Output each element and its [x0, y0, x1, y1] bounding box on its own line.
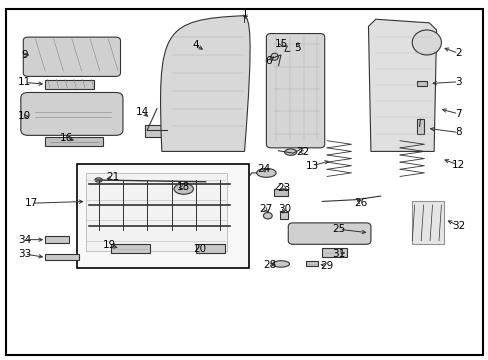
Text: 14: 14 [136, 107, 149, 117]
FancyBboxPatch shape [21, 93, 122, 135]
Text: 30: 30 [277, 204, 290, 214]
Text: 32: 32 [451, 221, 464, 231]
FancyBboxPatch shape [287, 223, 370, 244]
Ellipse shape [174, 184, 193, 194]
Ellipse shape [256, 168, 276, 177]
Text: 16: 16 [60, 133, 73, 143]
Text: 31: 31 [331, 249, 344, 259]
Bar [322, 248, 346, 257]
Text: 19: 19 [102, 240, 116, 250]
Text: 23: 23 [277, 183, 290, 193]
Bar [196, 244, 224, 253]
Ellipse shape [284, 149, 296, 156]
Text: 1: 1 [242, 9, 248, 19]
Text: 9: 9 [21, 50, 28, 60]
Text: 33: 33 [18, 249, 31, 259]
Ellipse shape [411, 30, 441, 55]
Ellipse shape [95, 178, 102, 182]
Text: 17: 17 [25, 198, 38, 208]
Text: 21: 21 [106, 172, 120, 183]
Text: 25: 25 [332, 224, 345, 234]
Bar [279, 212, 287, 219]
Bar [411, 202, 443, 244]
Bar [45, 254, 79, 260]
Ellipse shape [270, 53, 278, 60]
Text: 2: 2 [454, 48, 461, 58]
Text: 10: 10 [18, 111, 31, 121]
PathPatch shape [160, 16, 249, 152]
FancyBboxPatch shape [266, 33, 324, 148]
Text: 24: 24 [257, 163, 270, 174]
Text: 20: 20 [193, 244, 206, 254]
Bar [45, 137, 103, 146]
Text: 15: 15 [274, 39, 287, 49]
Bar [305, 261, 318, 266]
Bar [416, 119, 424, 134]
Text: 12: 12 [451, 160, 464, 170]
Bar [86, 173, 227, 251]
Text: 7: 7 [454, 109, 461, 119]
Text: 13: 13 [305, 161, 319, 171]
Text: 11: 11 [18, 77, 31, 87]
Text: 28: 28 [263, 260, 276, 270]
Bar [77, 164, 249, 267]
Text: 18: 18 [177, 182, 190, 192]
Ellipse shape [272, 261, 289, 267]
Bar [273, 189, 287, 196]
Bar [416, 81, 426, 86]
Text: 34: 34 [18, 235, 31, 245]
Bar [45, 236, 69, 243]
Bar [45, 80, 94, 89]
Text: 29: 29 [320, 261, 333, 271]
FancyBboxPatch shape [23, 37, 120, 76]
Text: 26: 26 [354, 198, 367, 207]
Text: 6: 6 [265, 57, 271, 66]
Ellipse shape [263, 212, 272, 219]
Text: 3: 3 [454, 77, 461, 87]
Text: 8: 8 [454, 127, 461, 138]
PathPatch shape [368, 19, 436, 152]
Bar [111, 244, 149, 253]
Bar [144, 125, 174, 137]
Text: 5: 5 [294, 43, 301, 53]
Text: 4: 4 [192, 40, 199, 50]
Text: 22: 22 [296, 147, 309, 157]
Text: 27: 27 [258, 204, 271, 214]
